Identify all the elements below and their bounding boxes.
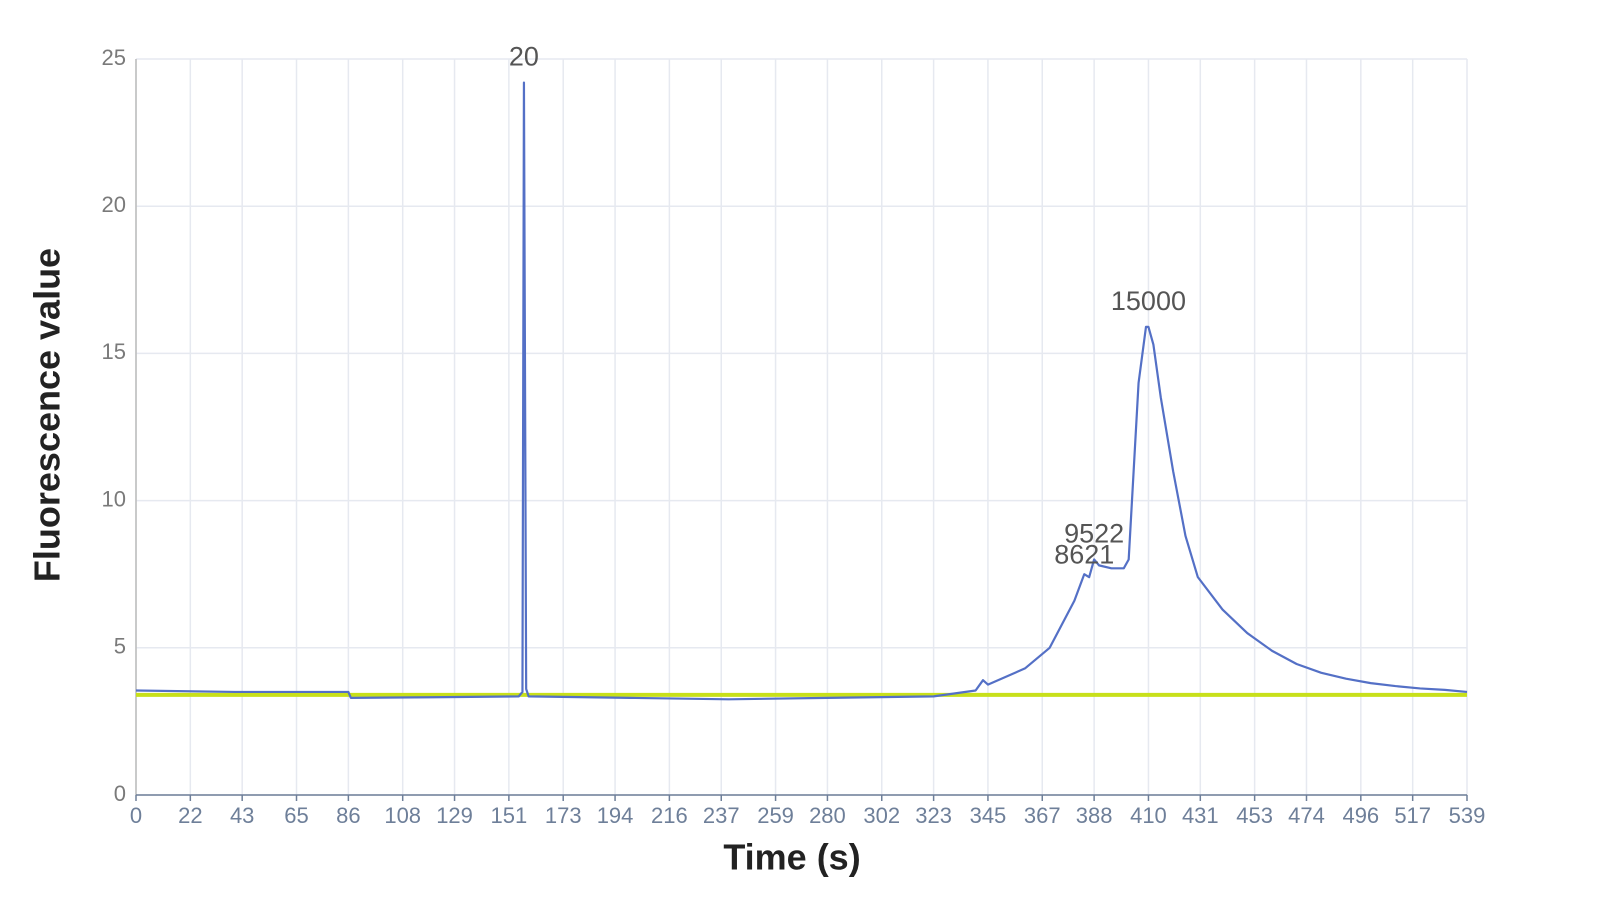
- y-tick-label: 20: [102, 192, 126, 217]
- x-tick-label: 410: [1130, 803, 1167, 828]
- x-tick-label: 367: [1024, 803, 1061, 828]
- x-tick-label: 323: [915, 803, 952, 828]
- annotation: 8621: [1054, 539, 1114, 569]
- x-tick-label: 280: [809, 803, 846, 828]
- x-tick-label: 216: [651, 803, 688, 828]
- annotation: 20: [509, 42, 539, 72]
- annotation: 9522: [1064, 519, 1124, 549]
- x-tick-label: 86: [336, 803, 360, 828]
- x-tick-label: 129: [436, 803, 473, 828]
- y-tick-label: 5: [114, 634, 126, 659]
- x-tick-label: 173: [545, 803, 582, 828]
- x-tick-label: 474: [1288, 803, 1325, 828]
- x-tick-label: 22: [178, 803, 202, 828]
- x-tick-label: 43: [230, 803, 254, 828]
- x-tick-label: 194: [597, 803, 634, 828]
- x-tick-label: 259: [757, 803, 794, 828]
- x-tick-label: 0: [130, 803, 142, 828]
- x-tick-label: 388: [1076, 803, 1113, 828]
- y-tick-label: 25: [102, 45, 126, 70]
- x-tick-label: 345: [970, 803, 1007, 828]
- x-tick-label: 517: [1394, 803, 1431, 828]
- x-tick-label: 237: [703, 803, 740, 828]
- y-tick-label: 0: [114, 781, 126, 806]
- data-line: [135, 81, 1468, 701]
- x-tick-label: 302: [863, 803, 900, 828]
- x-tick-label: 431: [1182, 803, 1219, 828]
- y-tick-label: 10: [102, 486, 126, 511]
- x-axis-title: Time (s): [723, 837, 860, 878]
- y-axis-title: Fluorescence value: [27, 248, 68, 582]
- x-tick-label: 151: [491, 803, 528, 828]
- y-tick-label: 15: [102, 339, 126, 364]
- annotation: 15000: [1111, 286, 1186, 316]
- x-tick-label: 108: [384, 803, 421, 828]
- x-tick-label: 453: [1236, 803, 1273, 828]
- x-tick-label: 539: [1449, 803, 1486, 828]
- x-tick-label: 65: [284, 803, 308, 828]
- x-tick-label: 496: [1342, 803, 1379, 828]
